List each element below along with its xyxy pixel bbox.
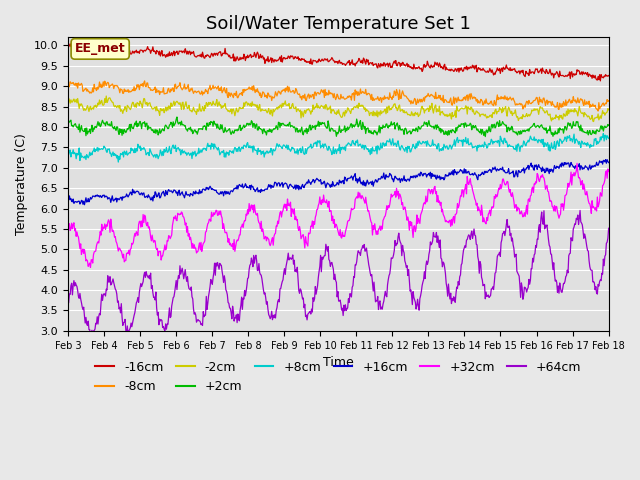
+32cm xyxy=(185,231,193,237)
-2cm xyxy=(589,119,597,124)
+32cm xyxy=(64,227,72,233)
-8cm xyxy=(129,88,137,94)
-16cm xyxy=(68,40,76,46)
Line: -2cm: -2cm xyxy=(68,96,609,121)
-16cm xyxy=(605,72,612,78)
-16cm xyxy=(404,62,412,68)
-2cm xyxy=(102,93,110,99)
-2cm xyxy=(420,110,428,116)
+16cm xyxy=(185,192,193,198)
+2cm xyxy=(173,114,180,120)
+8cm xyxy=(131,150,138,156)
Line: -8cm: -8cm xyxy=(68,81,609,111)
+32cm xyxy=(131,234,138,240)
+16cm xyxy=(214,190,221,196)
-8cm xyxy=(214,85,221,91)
+64cm xyxy=(404,266,412,272)
+16cm xyxy=(602,157,609,163)
+8cm xyxy=(404,145,412,151)
+64cm xyxy=(185,286,193,291)
-16cm xyxy=(75,46,83,52)
Line: +16cm: +16cm xyxy=(68,160,609,205)
+64cm xyxy=(131,312,138,318)
-2cm xyxy=(404,111,412,117)
+2cm xyxy=(74,124,81,130)
+2cm xyxy=(185,125,193,131)
-2cm xyxy=(214,103,221,109)
+8cm xyxy=(420,140,428,146)
-16cm xyxy=(214,52,221,58)
+8cm xyxy=(185,151,193,156)
+32cm xyxy=(605,168,612,174)
+2cm xyxy=(481,134,489,140)
X-axis label: Time: Time xyxy=(323,356,354,369)
+16cm xyxy=(81,202,88,208)
-2cm xyxy=(185,102,193,108)
-8cm xyxy=(74,85,81,91)
+64cm xyxy=(74,288,81,293)
+2cm xyxy=(214,121,221,127)
Text: EE_met: EE_met xyxy=(75,42,125,55)
-2cm xyxy=(605,107,612,113)
-8cm xyxy=(185,88,193,94)
-8cm xyxy=(595,108,602,114)
Line: +2cm: +2cm xyxy=(68,117,609,137)
Line: +8cm: +8cm xyxy=(68,133,609,162)
Line: +64cm: +64cm xyxy=(68,210,609,339)
-16cm xyxy=(131,50,138,56)
Title: Soil/Water Temperature Set 1: Soil/Water Temperature Set 1 xyxy=(206,15,470,33)
+32cm xyxy=(86,264,94,270)
-2cm xyxy=(74,96,81,101)
+16cm xyxy=(420,171,428,177)
+64cm xyxy=(89,336,97,342)
+16cm xyxy=(131,188,138,194)
+2cm xyxy=(605,122,612,128)
+2cm xyxy=(404,129,412,135)
-2cm xyxy=(64,96,72,102)
+2cm xyxy=(64,122,72,128)
-8cm xyxy=(605,98,612,104)
Legend: -16cm, -8cm, -2cm, +2cm, +8cm, +16cm, +32cm, +64cm: -16cm, -8cm, -2cm, +2cm, +8cm, +16cm, +3… xyxy=(90,356,586,398)
+8cm xyxy=(64,152,72,157)
Line: +32cm: +32cm xyxy=(68,163,609,267)
-8cm xyxy=(404,96,412,102)
+16cm xyxy=(64,197,72,203)
+8cm xyxy=(115,159,122,165)
-8cm xyxy=(420,98,428,104)
+32cm xyxy=(404,218,412,224)
+64cm xyxy=(420,269,428,275)
+8cm xyxy=(600,131,607,136)
+64cm xyxy=(214,260,221,265)
+8cm xyxy=(214,147,221,153)
+2cm xyxy=(129,126,137,132)
+64cm xyxy=(576,207,584,213)
Line: -16cm: -16cm xyxy=(68,43,609,81)
+32cm xyxy=(214,213,221,218)
+2cm xyxy=(420,119,428,125)
Y-axis label: Temperature (C): Temperature (C) xyxy=(15,133,28,235)
+8cm xyxy=(605,135,612,141)
+32cm xyxy=(74,233,81,239)
-16cm xyxy=(185,48,193,54)
+16cm xyxy=(74,199,81,204)
+32cm xyxy=(420,200,428,205)
+16cm xyxy=(404,177,412,182)
+64cm xyxy=(64,294,72,300)
+32cm xyxy=(573,160,581,166)
-8cm xyxy=(141,78,148,84)
+8cm xyxy=(74,152,81,158)
-16cm xyxy=(596,78,604,84)
-2cm xyxy=(131,103,138,109)
+64cm xyxy=(605,226,612,231)
+16cm xyxy=(605,160,612,166)
-8cm xyxy=(64,81,72,86)
-16cm xyxy=(64,43,72,49)
-16cm xyxy=(420,61,428,67)
